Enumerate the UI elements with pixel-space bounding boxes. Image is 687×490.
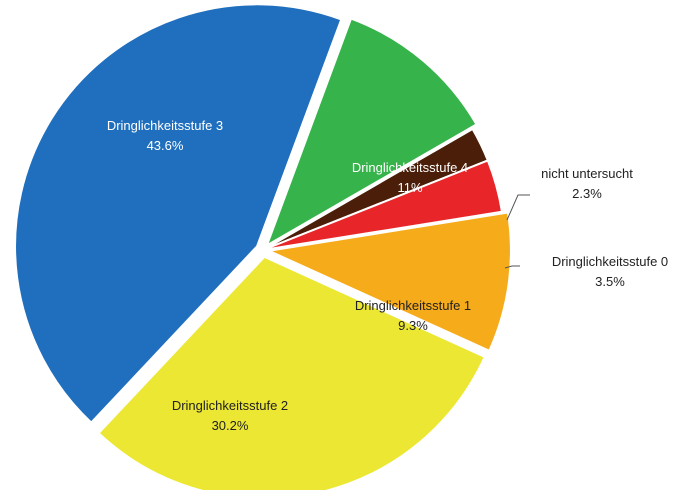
pie-slice-dringlichkeitsstufe-2 [97,255,487,490]
data-label: nicht untersucht 2.3% [541,166,633,201]
pie-slice-dringlichkeitsstufe-0 [262,159,504,251]
data-label-category: Dringlichkeitsstufe 4 [352,160,468,175]
data-label-category: Dringlichkeitsstufe 0 [552,254,668,269]
slice-labels: nicht untersucht 2.3% Dringlichkeitsstufe … [107,118,668,433]
data-label-category: nicht untersucht [541,166,633,181]
data-label-category: Dringlichkeitsstufe 1 [355,298,471,313]
leader-line [506,194,530,221]
data-label-value: 30.2% [212,418,249,433]
data-label-category: Dringlichkeitsstufe 3 [107,118,223,133]
data-label-value: 3.5% [595,274,625,289]
data-label: Dringlichkeitsstufe 2 30.2% [172,398,288,433]
data-label-category: Dringlichkeitsstufe 2 [172,398,288,413]
leader-lines [504,194,530,269]
pie-slices [14,3,512,490]
pie-slice-dringlichkeitsstufe-3 [14,3,343,425]
data-label: Dringlichkeitsstufe 1 9.3% [355,298,471,333]
pie-slice-dringlichkeitsstufe-1 [265,211,512,353]
data-label: Dringlichkeitsstufe 3 43.6% [107,118,223,153]
data-label-value: 11% [397,180,422,195]
pie-slice-dringlichkeitsstufe-4 [264,17,478,248]
data-label: Dringlichkeitsstufe 0 3.5% [552,254,668,289]
data-label-value: 43.6% [147,138,184,153]
data-label-value: 9.3% [398,318,428,333]
data-label-value: 2.3% [572,186,602,201]
leader-line [504,265,520,269]
data-label: Dringlichkeitsstufe 4 11% [352,160,468,195]
